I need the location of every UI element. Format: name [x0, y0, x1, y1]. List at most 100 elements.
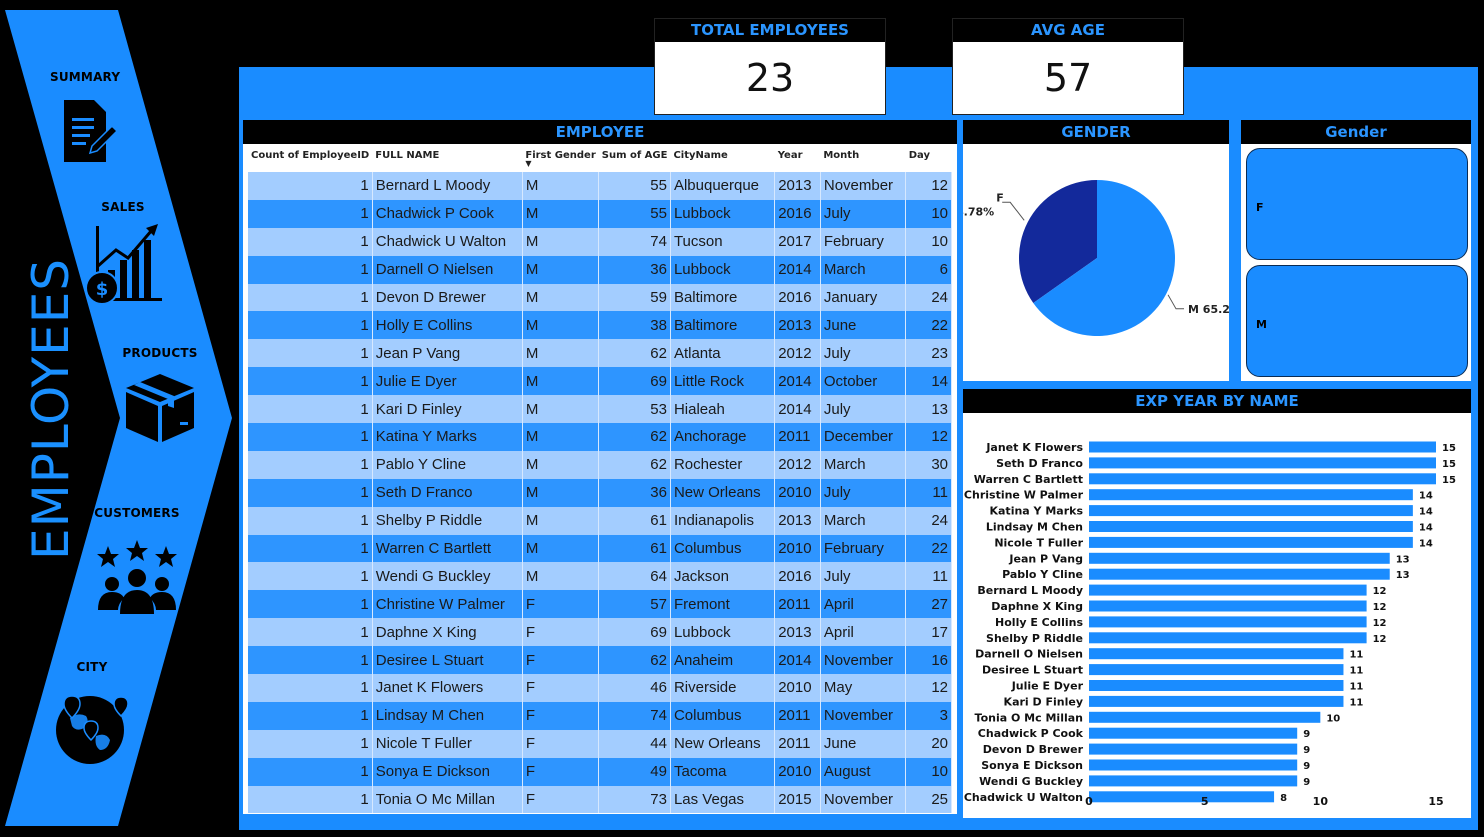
cell-day: 10 [905, 227, 952, 256]
bar[interactable] [1089, 552, 1390, 564]
table-row[interactable]: 1 Nicole T Fuller F 44 New Orleans 2011 June 20 [248, 729, 952, 758]
table-row[interactable]: 1 Sonya E Dickson F 49 Tacoma 2010 August 10 [248, 757, 952, 786]
cell-year: 2016 [774, 562, 821, 591]
cell-age: 36 [598, 255, 671, 284]
table-row[interactable]: 1 Lindsay M Chen F 74 Columbus 2011 November 3 [248, 701, 952, 730]
table-row[interactable]: 1 Christine W Palmer F 57 Fremont 2011 April 27 [248, 590, 952, 619]
table-row[interactable]: 1 Warren C Bartlett M 61 Columbus 2010 Februar… [248, 534, 952, 563]
col-header-gender[interactable]: First Gender ▼ [522, 144, 599, 172]
bar[interactable] [1089, 568, 1390, 580]
cell-city: Las Vegas [670, 785, 776, 814]
table-row[interactable]: 1 Wendi G Buckley M 64 Jackson 2016 July 11 [248, 562, 952, 591]
bar[interactable] [1089, 457, 1436, 469]
box-icon [126, 374, 194, 442]
nav-summary[interactable]: SUMMARY [50, 70, 120, 166]
exp-year-chart-title: EXP YEAR BY NAME [963, 389, 1471, 413]
table-row[interactable]: 1 Jean P Vang M 62 Atlanta 2012 July 23 [248, 339, 952, 368]
sidebar-title: EMPLOYEES [22, 257, 80, 560]
table-row[interactable]: 1 Daphne X King F 69 Lubbock 2013 April 17 [248, 618, 952, 647]
cell-age: 62 [598, 646, 671, 675]
nav-city[interactable]: CITY [52, 660, 132, 766]
col-header-full-name[interactable]: FULL NAME [372, 144, 523, 172]
col-header-age[interactable]: Sum of AGE [598, 144, 671, 172]
bar-value-label: 9 [1303, 745, 1310, 756]
table-row[interactable]: 1 Bernard L Moody M 55 Albuquerque 2013 Novemb… [248, 172, 952, 200]
cell-gender: M [522, 199, 600, 228]
bar-value-label: 15 [1442, 459, 1456, 470]
chart-money-icon: $ [85, 224, 162, 305]
pie-slice-m[interactable] [1033, 180, 1175, 336]
bar-category-label: Kari D Finley [1004, 695, 1083, 708]
col-header-count[interactable]: Count of EmployeeID [248, 144, 373, 172]
bar[interactable] [1089, 521, 1413, 532]
bar[interactable] [1089, 680, 1344, 691]
table-row[interactable]: 1 Holly E Collins M 38 Baltimore 2013 June 22 [248, 311, 952, 340]
col-header-city[interactable]: CityName [670, 144, 775, 172]
nav-sales-label: SALES [101, 200, 145, 214]
bar[interactable] [1089, 664, 1344, 676]
gender-slicer: Gender F M [1241, 120, 1471, 381]
bar[interactable] [1089, 616, 1367, 628]
bar[interactable] [1089, 632, 1367, 644]
table-row[interactable]: 1 Pablo Y Cline M 62 Rochester 2012 March 30 [248, 450, 952, 479]
bar[interactable] [1089, 775, 1298, 787]
bar-value-label: 15 [1442, 475, 1456, 486]
cell-count: 1 [248, 311, 373, 340]
table-row[interactable]: 1 Janet K Flowers F 46 Riverside 2010 May 12 [248, 674, 952, 702]
cell-day: 11 [905, 562, 952, 591]
nav-customers[interactable]: CUSTOMERS [94, 506, 180, 614]
table-row[interactable]: 1 Shelby P Riddle M 61 Indianapolis 2013 March… [248, 506, 952, 535]
table-row[interactable]: 1 Darnell O Nielsen M 36 Lubbock 2014 March 6 [248, 255, 952, 284]
bar[interactable] [1089, 695, 1344, 707]
cell-city: Anaheim [670, 646, 776, 675]
table-row[interactable]: 1 Chadwick P Cook M 55 Lubbock 2016 July 10 [248, 199, 952, 228]
slicer-option-m[interactable]: M [1246, 265, 1468, 377]
table-row[interactable]: 1 Julie E Dyer M 69 Little Rock 2014 October 14 [248, 367, 952, 396]
bar-category-label: Seth D Franco [996, 457, 1083, 470]
nav-products-label: PRODUCTS [122, 346, 198, 360]
bar[interactable] [1089, 505, 1413, 517]
bar[interactable] [1089, 600, 1367, 612]
table-row[interactable]: 1 Desiree L Stuart F 62 Anaheim 2014 November 1… [248, 646, 952, 675]
bar[interactable] [1089, 473, 1436, 485]
cell-gender: M [522, 227, 600, 256]
cell-count: 1 [248, 227, 373, 256]
nav-sales[interactable]: SALES $ [78, 200, 168, 316]
cell-age: 73 [598, 785, 671, 814]
cell-year: 2013 [774, 172, 821, 200]
bar[interactable] [1089, 759, 1298, 771]
bar[interactable] [1089, 584, 1367, 596]
nav-products[interactable]: PRODUCTS [118, 346, 202, 446]
bar[interactable] [1089, 743, 1298, 755]
bar[interactable] [1089, 536, 1413, 548]
bar[interactable] [1089, 791, 1275, 803]
bar-value-label: 8 [1280, 793, 1287, 804]
cell-year: 2016 [774, 199, 821, 228]
table-row[interactable]: 1 Katina Y Marks M 62 Anchorage 2011 December 1… [248, 423, 952, 451]
cell-month: June [820, 729, 907, 758]
document-pen-icon [64, 100, 119, 162]
col-header-year[interactable]: Year [774, 144, 821, 172]
col-header-day[interactable]: Day [905, 144, 952, 172]
cell-city: New Orleans [670, 478, 776, 507]
cell-day: 11 [905, 478, 952, 507]
table-row[interactable]: 1 Seth D Franco M 36 New Orleans 2010 July 11 [248, 478, 952, 507]
cell-day: 23 [905, 339, 952, 368]
bar[interactable] [1089, 648, 1344, 660]
gender-pie-panel: GENDER F34.78% M 65.22% [948, 120, 1249, 381]
pie-slice-f[interactable] [1019, 180, 1097, 303]
col-header-month[interactable]: Month [820, 144, 906, 172]
table-row[interactable]: 1 Kari D Finley M 53 Hialeah 2014 July 13 [248, 395, 952, 424]
bar[interactable] [1089, 489, 1413, 501]
table-row[interactable]: 1 Chadwick U Walton M 74 Tucson 2017 February 1… [248, 227, 952, 256]
bar[interactable] [1089, 441, 1436, 453]
table-row[interactable]: 1 Devon D Brewer M 59 Baltimore 2016 January 24 [248, 283, 952, 312]
bar[interactable] [1089, 711, 1321, 723]
cell-gender: F [522, 701, 600, 730]
cell-city: Lubbock [670, 199, 776, 228]
table-row[interactable]: 1 Tonia O Mc Millan F 73 Las Vegas 2015 Novemb… [248, 785, 952, 814]
cell-month: May [820, 674, 907, 702]
bar[interactable] [1089, 727, 1298, 739]
slicer-option-f[interactable]: F [1246, 148, 1468, 260]
